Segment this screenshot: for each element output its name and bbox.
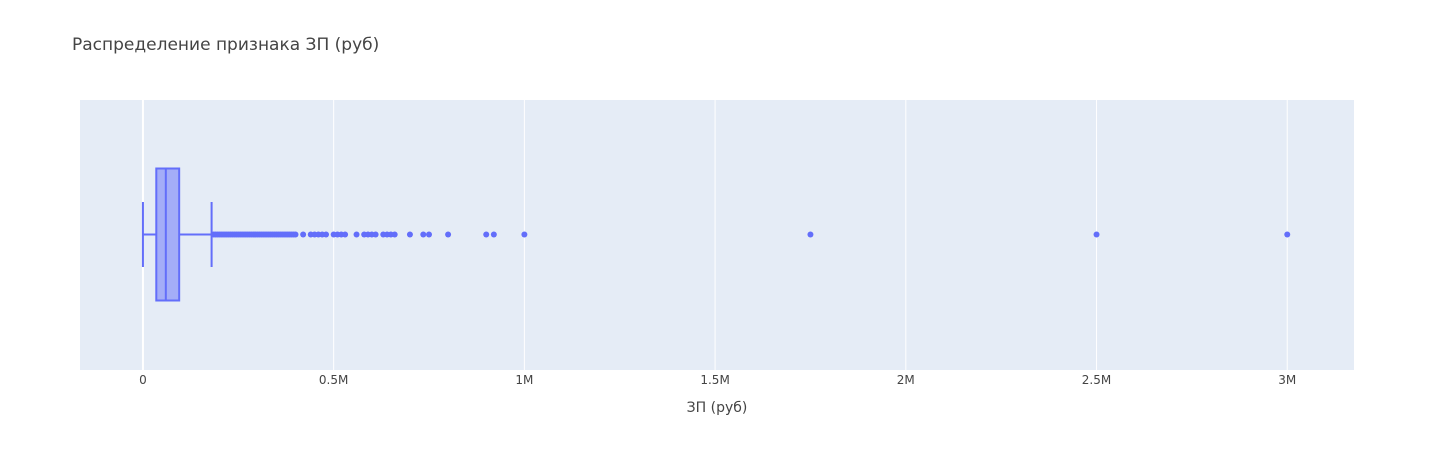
- outlier-point: [372, 231, 379, 238]
- outlier-point: [406, 231, 413, 238]
- x-axis-title: ЗП (руб): [687, 400, 748, 416]
- x-tick-label: 1M: [515, 373, 533, 387]
- outlier-point: [300, 231, 307, 238]
- outlier-point: [445, 231, 452, 238]
- iqr-box: [155, 167, 181, 302]
- outlier-point: [391, 231, 398, 238]
- outlier-point: [490, 231, 497, 238]
- outlier-point: [342, 231, 349, 238]
- outlier-point: [292, 231, 299, 238]
- outlier-point: [1284, 231, 1291, 238]
- outlier-point: [1093, 231, 1100, 238]
- x-tick-label: 2.5M: [1082, 373, 1111, 387]
- outlier-point: [353, 231, 360, 238]
- outlier-point: [807, 231, 814, 238]
- x-tick-label: 1.5M: [700, 373, 729, 387]
- outlier-point: [483, 231, 490, 238]
- outlier-point: [426, 231, 433, 238]
- outlier-point: [521, 231, 528, 238]
- chart-title: Распределение признака ЗП (руб): [72, 35, 379, 55]
- x-tick-label: 3M: [1278, 373, 1296, 387]
- outlier-point: [420, 231, 427, 238]
- x-tick-label: 0: [139, 373, 147, 387]
- x-tick-label: 2M: [897, 373, 915, 387]
- outlier-point: [323, 231, 330, 238]
- x-axis-ticks: 0 0.5M 1M 1.5M 2M 2.5M 3M: [139, 373, 1296, 387]
- outlier-points[interactable]: [210, 231, 1291, 238]
- x-tick-label: 0.5M: [319, 373, 348, 387]
